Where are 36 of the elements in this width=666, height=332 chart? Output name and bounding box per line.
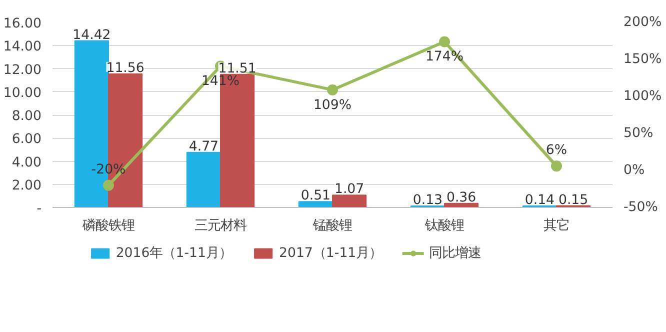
data-label: 11.56 xyxy=(106,60,144,76)
data-label: 109% xyxy=(313,98,352,113)
y-tick-label: 14.00 xyxy=(3,40,42,55)
x-tick-label: 钛酸锂 xyxy=(424,218,464,234)
legend-label: 2017（1-11月） xyxy=(278,245,382,262)
data-label: 0.51 xyxy=(300,188,331,204)
data-label: 11.51 xyxy=(218,61,256,76)
y-tick-label: 16.00 xyxy=(3,16,42,32)
y2-tick-label: -50% xyxy=(624,200,658,215)
y-tick-label: 10.00 xyxy=(3,86,42,101)
data-label: 0.13 xyxy=(412,192,443,208)
data-label: 4.77 xyxy=(188,139,219,154)
y-tick-label: 8.00 xyxy=(12,109,42,124)
y-tick-label: 6.00 xyxy=(12,132,42,148)
y2-tick-label: 50% xyxy=(624,126,654,141)
y2-tick-label: 0% xyxy=(624,163,645,178)
y2-tick-label: 150% xyxy=(624,52,662,67)
y2-tick-label: 100% xyxy=(624,89,662,104)
x-tick-label: 其它 xyxy=(544,218,570,234)
legend-label: 2016年（1-11月） xyxy=(116,245,232,262)
legend-label: 同比增速 xyxy=(429,244,482,262)
data-label: 0.14 xyxy=(524,192,555,208)
y-tick-label: - xyxy=(36,202,42,216)
y-tick-label: 2.00 xyxy=(12,178,42,194)
y-tick-label: 4.00 xyxy=(12,155,42,170)
x-tick-label: 磷酸铁锂 xyxy=(82,218,134,234)
data-label: 0.36 xyxy=(446,190,476,206)
x-tick-label: 锰酸锂 xyxy=(312,218,352,234)
data-label: -20% xyxy=(91,162,126,178)
data-label: 14.42 xyxy=(72,28,111,43)
data-label: 1.07 xyxy=(334,182,364,198)
data-label: 6% xyxy=(546,143,568,158)
y-tick-label: 12.00 xyxy=(3,62,42,78)
x-tick-label: 三元材料 xyxy=(194,218,246,234)
y2-tick-label: 200% xyxy=(624,15,662,30)
data-label: 0.15 xyxy=(558,192,588,208)
